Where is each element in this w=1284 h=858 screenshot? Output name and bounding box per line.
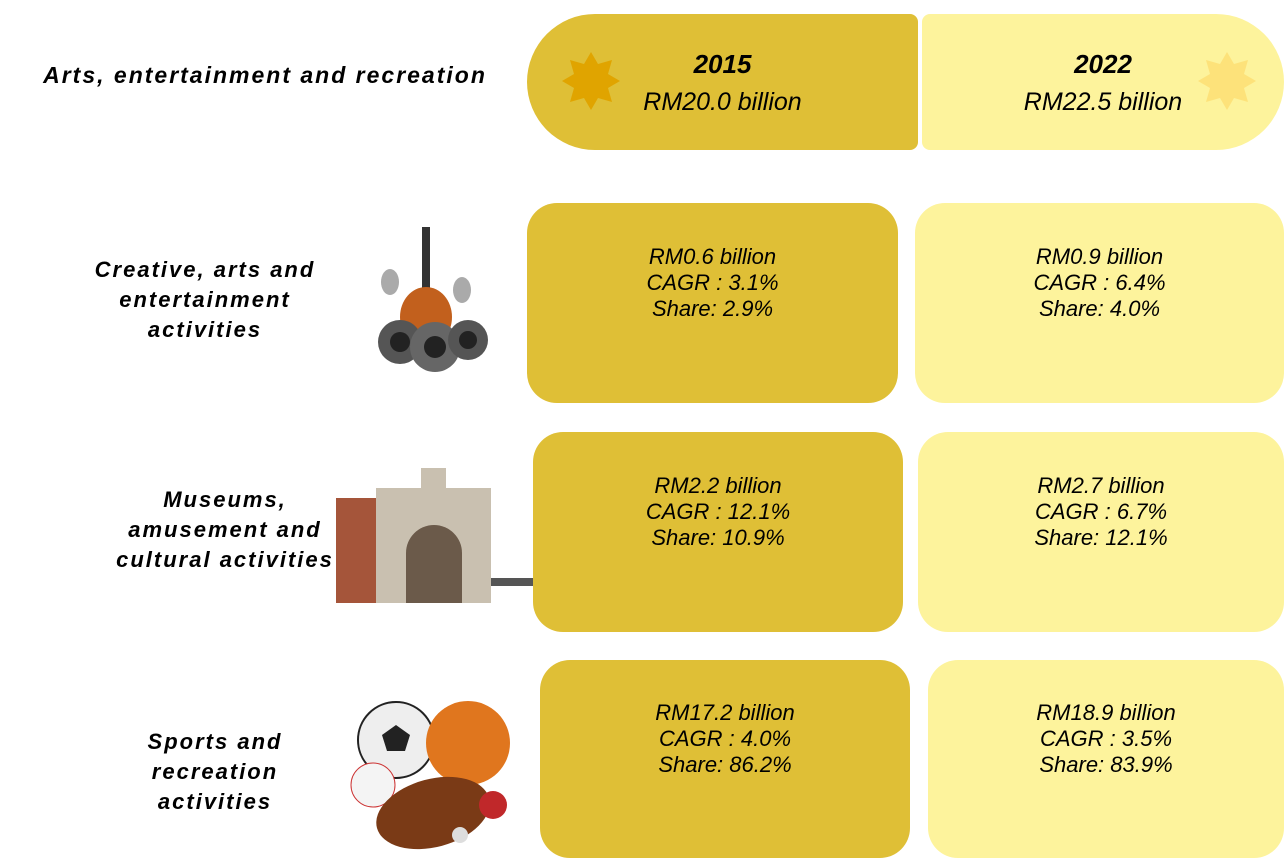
cell-share: Share: 2.9% [651,296,774,321]
cell-cagr: CAGR : 4.0% [658,726,792,751]
cell-cagr: CAGR : 3.1% [646,270,779,295]
header-label: Arts, entertainment and recreation [43,62,487,88]
value-cell: RM2.7 billion CAGR : 6.7% Share: 12.1% [918,432,1284,632]
cell-share: Share: 10.9% [651,525,785,550]
cell-value: RM2.7 billion [1037,473,1165,498]
balls-icon [350,701,510,850]
cell-share: Share: 83.9% [1039,752,1173,777]
label-line: cultural activities [116,547,334,572]
label-line: Sports and [147,729,283,754]
cell-value: RM17.2 billion [655,700,795,725]
cell-cagr: CAGR : 12.1% [645,499,791,524]
cell-value: RM18.9 billion [1036,700,1176,725]
museum-icon [336,468,536,603]
total: RM22.5 billion [1023,88,1183,116]
row-label: Museums, amusement and cultural activities [90,485,360,575]
label-line: amusement and [128,517,322,542]
label-line: recreation [151,759,279,784]
label-line: Creative, arts and [94,257,316,282]
label-line: Museums, [163,487,287,512]
value-cell: RM18.9 billion CAGR : 3.5% Share: 83.9% [928,660,1284,858]
row-label: Creative, arts and entertainment activitie… [60,255,350,345]
label-line: entertainment [119,287,291,312]
value-cell: RM17.2 billion CAGR : 4.0% Share: 86.2% [540,660,910,858]
label-line: activities [147,317,263,342]
year: 2015 [693,49,752,79]
total: RM20.0 billion [643,88,802,116]
label-line: activities [157,789,273,814]
cell-share: Share: 12.1% [1034,525,1168,550]
value-cell: RM2.2 billion CAGR : 12.1% Share: 10.9% [533,432,903,632]
cell-value: RM0.6 billion [648,244,777,269]
cell-cagr: CAGR : 6.4% [1033,270,1166,295]
value-cell: RM0.9 billion CAGR : 6.4% Share: 4.0% [915,203,1284,403]
music-icon [378,227,488,372]
cell-share: Share: 4.0% [1038,296,1161,321]
cell-value: RM2.2 billion [654,473,782,498]
cell-value: RM0.9 billion [1035,244,1164,269]
row-label: Sports and recreation activities [100,727,330,817]
year: 2022 [1074,49,1132,79]
sun-icon [1198,52,1256,110]
value-cell: RM0.6 billion CAGR : 3.1% Share: 2.9% [527,203,898,403]
cell-cagr: CAGR : 3.5% [1039,726,1173,751]
sun-icon [562,52,620,110]
cell-cagr: CAGR : 6.7% [1034,499,1168,524]
cell-share: Share: 86.2% [658,752,792,777]
